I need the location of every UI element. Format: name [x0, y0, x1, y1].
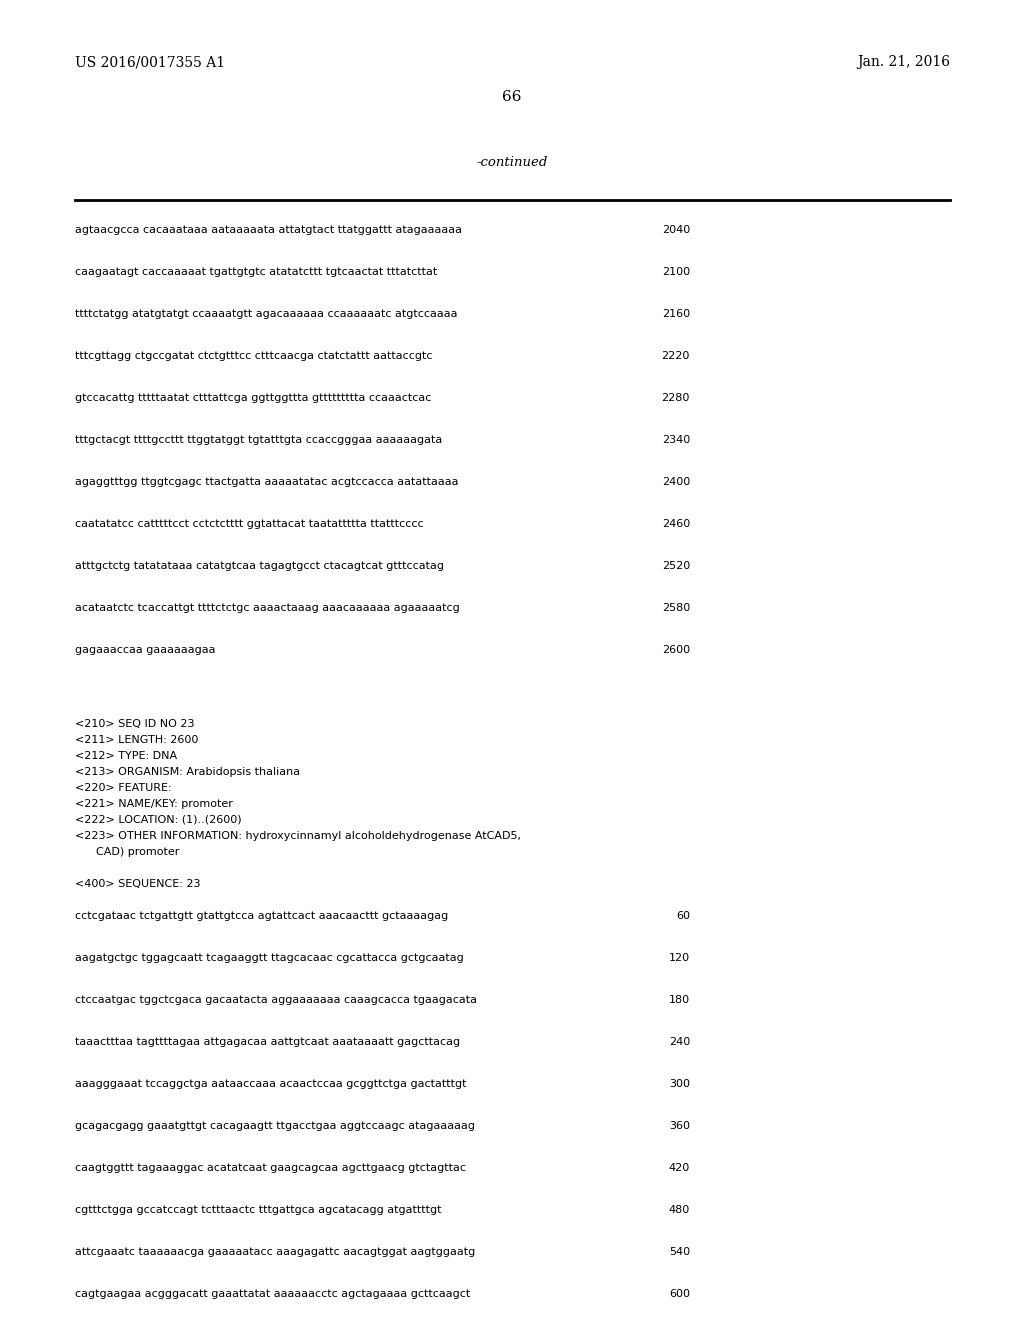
- Text: gtccacattg tttttaatat ctttattcga ggttggttta gttttttttta ccaaactcac: gtccacattg tttttaatat ctttattcga ggttggt…: [75, 393, 431, 403]
- Text: <220> FEATURE:: <220> FEATURE:: [75, 783, 172, 793]
- Text: tttcgttagg ctgccgatat ctctgtttcc ctttcaacga ctatctattt aattaccgtc: tttcgttagg ctgccgatat ctctgtttcc ctttcaa…: [75, 351, 432, 360]
- Text: agtaacgcca cacaaataaa aataaaaata attatgtact ttatggattt atagaaaaaa: agtaacgcca cacaaataaa aataaaaata attatgt…: [75, 224, 462, 235]
- Text: <221> NAME/KEY: promoter: <221> NAME/KEY: promoter: [75, 799, 232, 809]
- Text: 120: 120: [669, 953, 690, 964]
- Text: 180: 180: [669, 995, 690, 1005]
- Text: cgtttctgga gccatccagt tctttaactc tttgattgca agcatacagg atgattttgt: cgtttctgga gccatccagt tctttaactc tttgatt…: [75, 1205, 441, 1214]
- Text: 2520: 2520: [662, 561, 690, 572]
- Text: atttgctctg tatatataaa catatgtcaa tagagtgcct ctacagtcat gtttccatag: atttgctctg tatatataaa catatgtcaa tagagtg…: [75, 561, 444, 572]
- Text: 540: 540: [669, 1247, 690, 1257]
- Text: aagatgctgc tggagcaatt tcagaaggtt ttagcacaac cgcattacca gctgcaatag: aagatgctgc tggagcaatt tcagaaggtt ttagcac…: [75, 953, 464, 964]
- Text: ctccaatgac tggctcgaca gacaatacta aggaaaaaaa caaagcacca tgaagacata: ctccaatgac tggctcgaca gacaatacta aggaaaa…: [75, 995, 477, 1005]
- Text: US 2016/0017355 A1: US 2016/0017355 A1: [75, 55, 225, 69]
- Text: <211> LENGTH: 2600: <211> LENGTH: 2600: [75, 735, 199, 744]
- Text: 600: 600: [669, 1290, 690, 1299]
- Text: <210> SEQ ID NO 23: <210> SEQ ID NO 23: [75, 719, 195, 729]
- Text: 300: 300: [669, 1078, 690, 1089]
- Text: caatatatcc catttttcct cctctctttt ggtattacat taatattttta ttatttcccc: caatatatcc catttttcct cctctctttt ggtatta…: [75, 519, 424, 529]
- Text: aaagggaaat tccaggctga aataaccaaa acaactccaa gcggttctga gactatttgt: aaagggaaat tccaggctga aataaccaaa acaactc…: [75, 1078, 467, 1089]
- Text: taaactttaa tagttttagaa attgagacaa aattgtcaat aaataaaatt gagcttacag: taaactttaa tagttttagaa attgagacaa aattgt…: [75, 1038, 460, 1047]
- Text: 480: 480: [669, 1205, 690, 1214]
- Text: 2600: 2600: [662, 645, 690, 655]
- Text: 60: 60: [676, 911, 690, 921]
- Text: <213> ORGANISM: Arabidopsis thaliana: <213> ORGANISM: Arabidopsis thaliana: [75, 767, 300, 777]
- Text: attcgaaatc taaaaaacga gaaaaatacc aaagagattc aacagtggat aagtggaatg: attcgaaatc taaaaaacga gaaaaatacc aaagaga…: [75, 1247, 475, 1257]
- Text: 2040: 2040: [662, 224, 690, 235]
- Text: gagaaaccaa gaaaaaagaa: gagaaaccaa gaaaaaagaa: [75, 645, 215, 655]
- Text: -continued: -continued: [476, 157, 548, 169]
- Text: ttttctatgg atatgtatgt ccaaaatgtt agacaaaaaa ccaaaaaatc atgtccaaaa: ttttctatgg atatgtatgt ccaaaatgtt agacaaa…: [75, 309, 458, 319]
- Text: <223> OTHER INFORMATION: hydroxycinnamyl alcoholdehydrogenase AtCAD5,: <223> OTHER INFORMATION: hydroxycinnamyl…: [75, 832, 521, 841]
- Text: cctcgataac tctgattgtt gtattgtcca agtattcact aaacaacttt gctaaaagag: cctcgataac tctgattgtt gtattgtcca agtattc…: [75, 911, 449, 921]
- Text: CAD) promoter: CAD) promoter: [75, 847, 179, 857]
- Text: tttgctacgt ttttgccttt ttggtatggt tgtatttgta ccaccgggaa aaaaaagata: tttgctacgt ttttgccttt ttggtatggt tgtattt…: [75, 436, 442, 445]
- Text: 2220: 2220: [662, 351, 690, 360]
- Text: 2400: 2400: [662, 477, 690, 487]
- Text: <222> LOCATION: (1)..(2600): <222> LOCATION: (1)..(2600): [75, 814, 242, 825]
- Text: gcagacgagg gaaatgttgt cacagaagtt ttgacctgaa aggtccaagc atagaaaaag: gcagacgagg gaaatgttgt cacagaagtt ttgacct…: [75, 1121, 475, 1131]
- Text: 240: 240: [669, 1038, 690, 1047]
- Text: cagtgaagaa acgggacatt gaaattatat aaaaaacctc agctagaaaa gcttcaagct: cagtgaagaa acgggacatt gaaattatat aaaaaac…: [75, 1290, 470, 1299]
- Text: <212> TYPE: DNA: <212> TYPE: DNA: [75, 751, 177, 762]
- Text: 2100: 2100: [662, 267, 690, 277]
- Text: caagtggttt tagaaaggac acatatcaat gaagcagcaa agcttgaacg gtctagttac: caagtggttt tagaaaggac acatatcaat gaagcag…: [75, 1163, 466, 1173]
- Text: 2280: 2280: [662, 393, 690, 403]
- Text: caagaatagt caccaaaaat tgattgtgtc atatatcttt tgtcaactat tttatcttat: caagaatagt caccaaaaat tgattgtgtc atatatc…: [75, 267, 437, 277]
- Text: <400> SEQUENCE: 23: <400> SEQUENCE: 23: [75, 879, 201, 888]
- Text: Jan. 21, 2016: Jan. 21, 2016: [857, 55, 950, 69]
- Text: 2340: 2340: [662, 436, 690, 445]
- Text: 2460: 2460: [662, 519, 690, 529]
- Text: 420: 420: [669, 1163, 690, 1173]
- Text: 66: 66: [502, 90, 522, 104]
- Text: agaggtttgg ttggtcgagc ttactgatta aaaaatatac acgtccacca aatattaaaa: agaggtttgg ttggtcgagc ttactgatta aaaaata…: [75, 477, 459, 487]
- Text: 2580: 2580: [662, 603, 690, 612]
- Text: 360: 360: [669, 1121, 690, 1131]
- Text: 2160: 2160: [662, 309, 690, 319]
- Text: acataatctc tcaccattgt ttttctctgc aaaactaaag aaacaaaaaa agaaaaatcg: acataatctc tcaccattgt ttttctctgc aaaacta…: [75, 603, 460, 612]
